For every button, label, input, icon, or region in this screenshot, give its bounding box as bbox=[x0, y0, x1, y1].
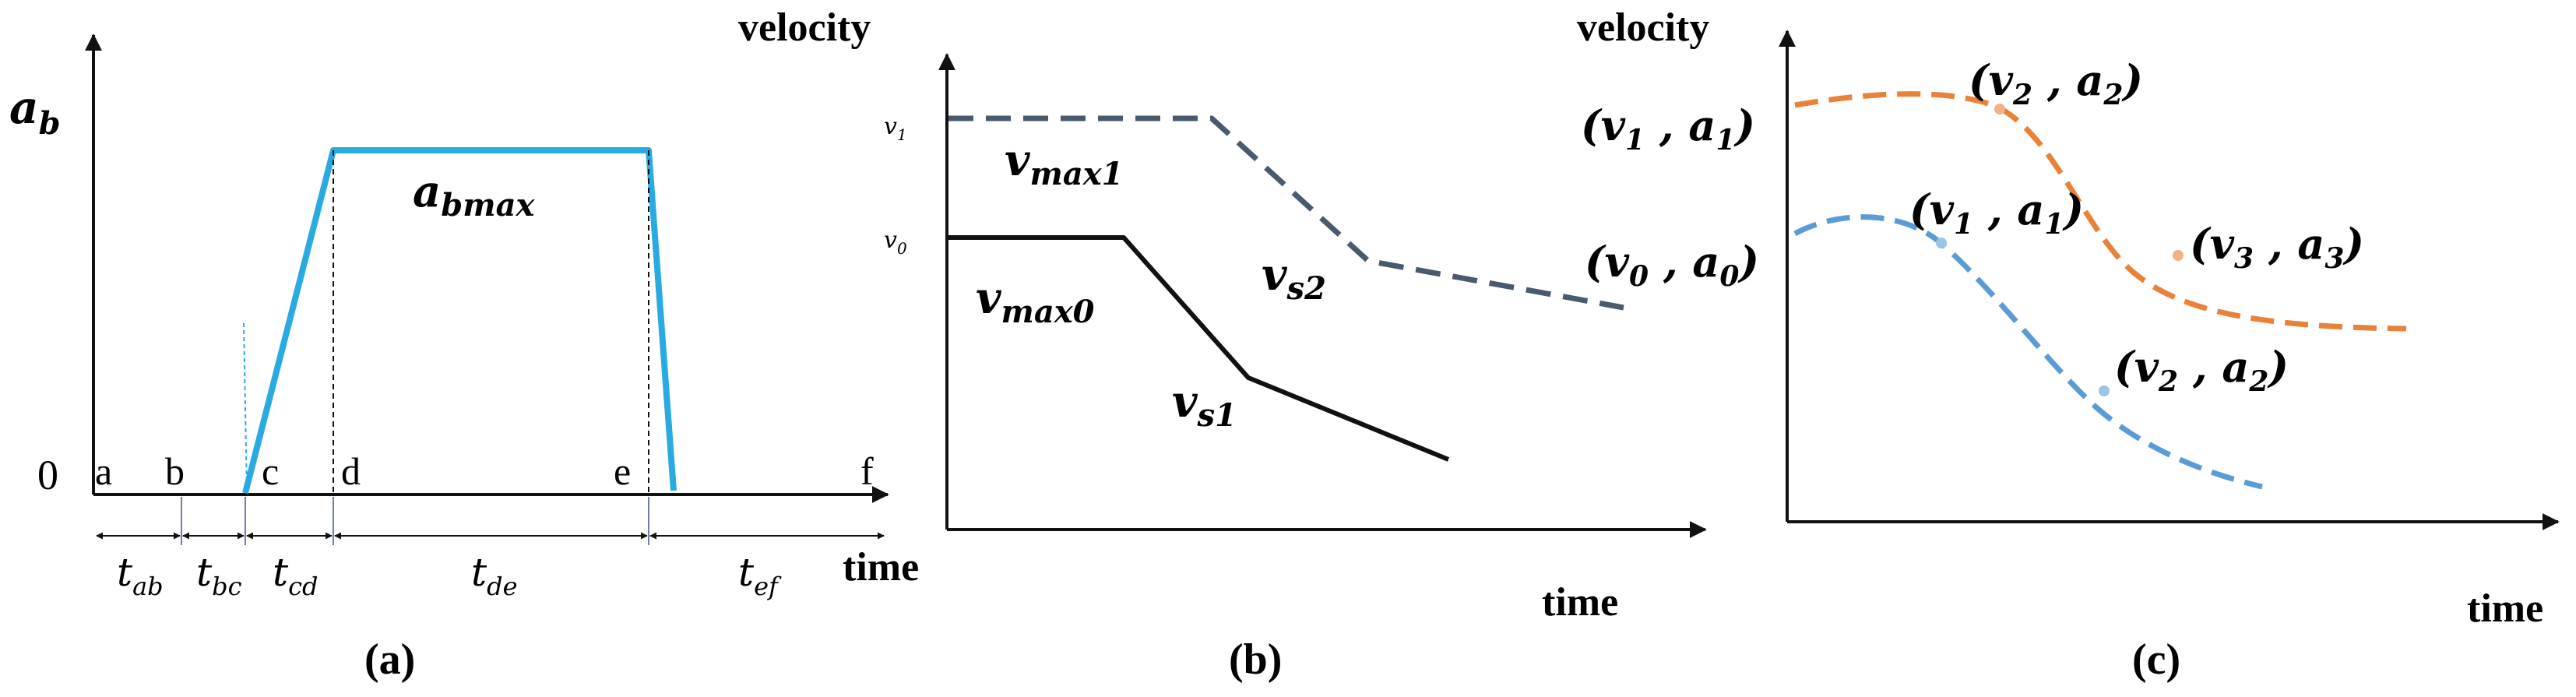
panel-c-label-v3a3-orange: (v3 , a3) bbox=[2190, 219, 2364, 275]
panel-a-interval-ab-label: tab bbox=[117, 550, 164, 601]
panel-a-origin-label: 0 bbox=[37, 452, 58, 498]
panel-b-vs2-label: vs2 bbox=[1262, 249, 1326, 307]
panel-a-point-d: d bbox=[341, 449, 361, 493]
panel-a-interval-cd-label: tcd bbox=[273, 550, 318, 601]
panel-b-x-axis-label: time bbox=[1542, 580, 1618, 625]
panel-c-blue-marker-2 bbox=[2099, 385, 2110, 396]
panel-c-y-axis-label: velocity bbox=[1577, 5, 1709, 50]
panel-a-y-axis-label: ab bbox=[9, 81, 61, 142]
panel-a-caption: (a) bbox=[364, 635, 415, 684]
panel-c-label-v2a2-blue: (v2 , a2) bbox=[2114, 342, 2289, 398]
panel-c-blue-curve bbox=[1793, 214, 2263, 490]
panel-a-point-e: e bbox=[614, 449, 631, 493]
panel-c: velocity (v1 , a1) (v2 , a2) (v3 , a3) (… bbox=[1577, 5, 2560, 684]
panel-b-tick-v1: v1 bbox=[884, 113, 907, 144]
panel-a-x-axis-label: time bbox=[843, 545, 919, 590]
panel-a-acceleration-profile bbox=[242, 147, 677, 494]
panel-b-vmax1-label: vmax1 bbox=[1005, 135, 1123, 192]
panel-a-interval-ef-label: tef bbox=[738, 550, 782, 601]
panel-c-x-axis-label: time bbox=[2467, 586, 2543, 631]
panel-a-guide-line bbox=[243, 322, 248, 494]
panel-b-caption: (b) bbox=[1229, 635, 1282, 684]
panel-b: velocity v1 v0 vmax1 vmax0 vs2 vs1 time … bbox=[738, 5, 1707, 684]
panel-a-point-a: a bbox=[95, 449, 112, 493]
panel-a-plateau-label: abmax bbox=[413, 166, 536, 224]
panel-a-interval-bc-label: tbc bbox=[196, 550, 242, 601]
panel-a-point-f: f bbox=[860, 449, 874, 493]
panel-c-orange-curve bbox=[1794, 91, 2407, 332]
panel-c-label-v0a0-blue: (v0 , a0) bbox=[1585, 237, 1759, 293]
panel-c-orange-marker-3 bbox=[2173, 250, 2184, 261]
panel-c-blue-marker-1 bbox=[1936, 238, 1947, 248]
panel-c-orange-marker-2 bbox=[1994, 104, 2005, 114]
panel-a-interval-de-label: tde bbox=[471, 550, 518, 601]
panel-c-label-v1a1-orange: (v1 , a1) bbox=[1581, 100, 1755, 157]
panel-b-y-axis-label: velocity bbox=[738, 5, 871, 50]
panel-a: ab 0 abmax a b c d e f bbox=[9, 33, 919, 684]
panel-b-vmax1-profile bbox=[948, 115, 1624, 311]
panel-a-point-b: b bbox=[165, 449, 185, 493]
panel-c-caption: (c) bbox=[2132, 635, 2180, 684]
panel-c-label-v1a1-blue: (v1 , a1) bbox=[1909, 185, 2084, 241]
panel-b-vmax0-profile bbox=[948, 235, 1450, 462]
panel-b-tick-v0: v0 bbox=[884, 227, 907, 258]
panel-b-vmax0-label: vmax0 bbox=[976, 273, 1095, 330]
panel-a-point-c: c bbox=[262, 449, 279, 493]
panel-b-vs1-label: vs1 bbox=[1172, 376, 1237, 434]
panel-c-label-v2a2-orange: (v2 , a2) bbox=[1969, 55, 2143, 111]
